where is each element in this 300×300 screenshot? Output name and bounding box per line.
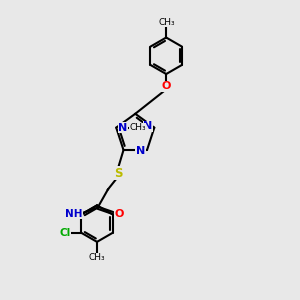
Text: CH₃: CH₃ <box>129 123 146 132</box>
Text: Cl: Cl <box>60 228 71 238</box>
Text: CH₃: CH₃ <box>89 253 105 262</box>
Text: N: N <box>118 123 127 133</box>
Text: NH: NH <box>65 209 83 219</box>
Text: N: N <box>136 146 145 157</box>
Text: N: N <box>143 121 152 131</box>
Text: CH₃: CH₃ <box>158 18 175 27</box>
Text: O: O <box>161 81 171 91</box>
Text: S: S <box>114 167 122 180</box>
Text: O: O <box>115 209 124 219</box>
